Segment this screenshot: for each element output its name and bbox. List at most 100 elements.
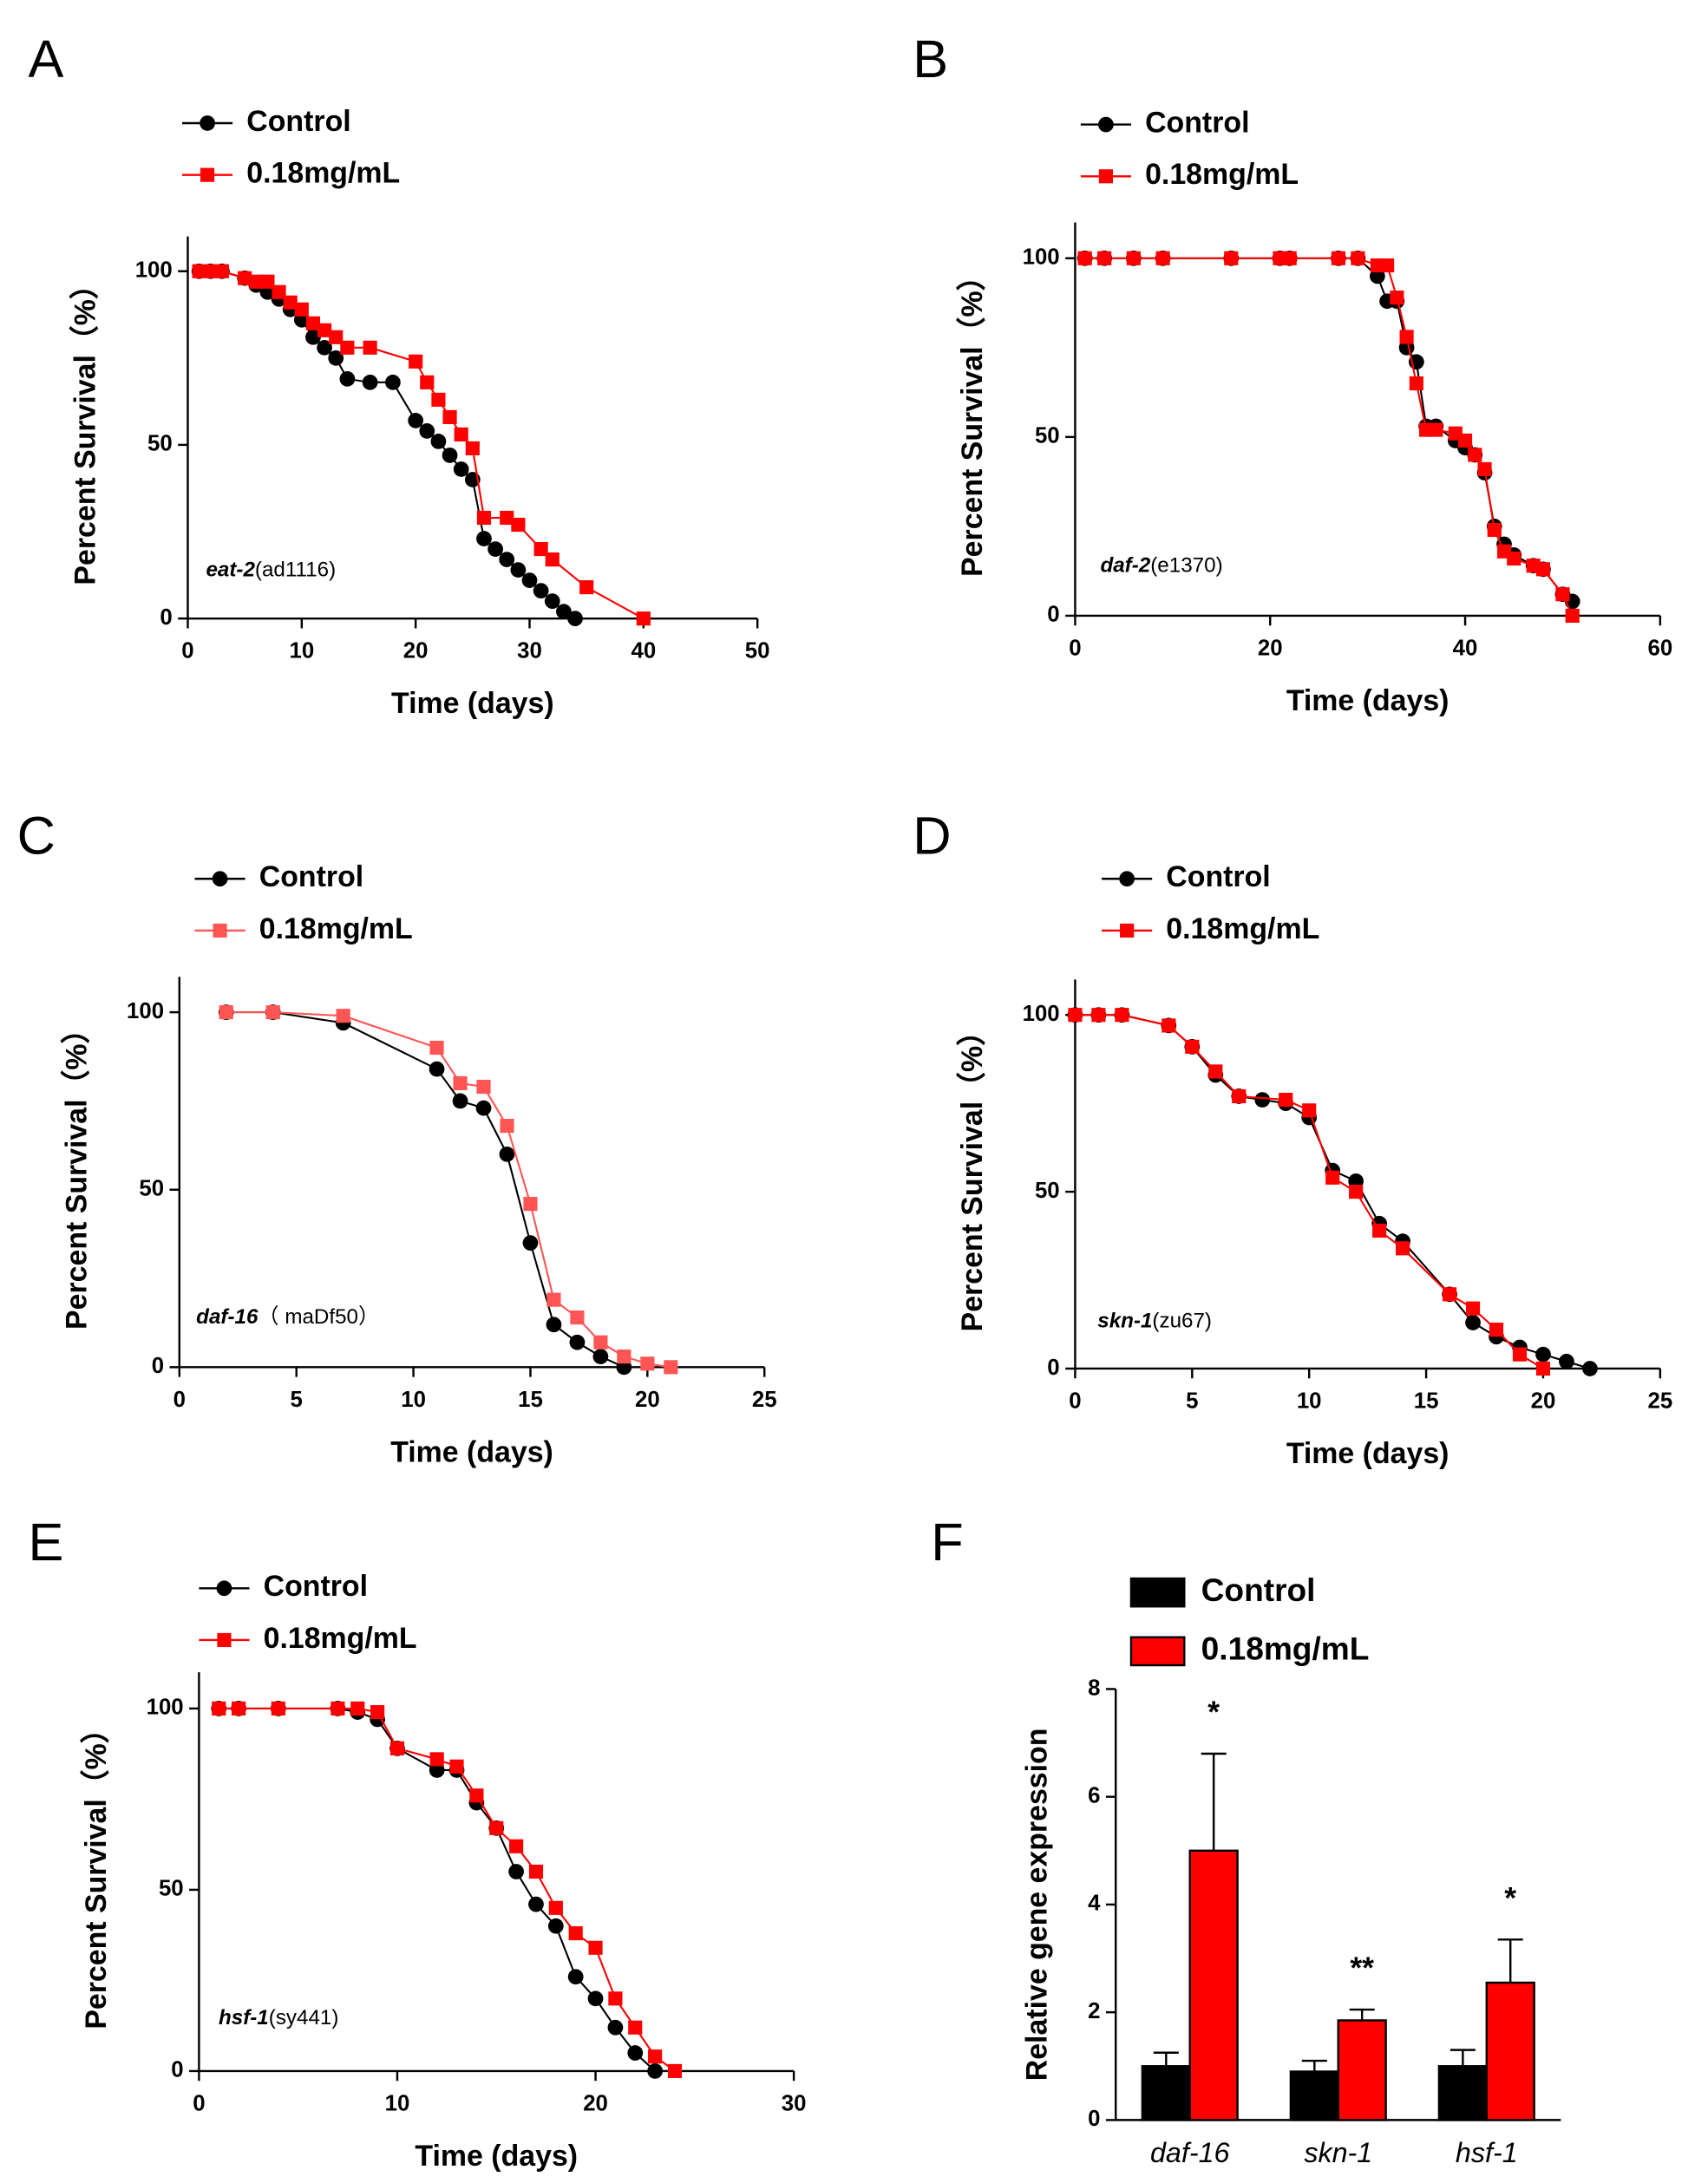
survival-point [1535, 1346, 1551, 1363]
survival-point [528, 1864, 544, 1879]
survival-point [509, 1839, 524, 1853]
x-tick-label: 25 [1648, 1389, 1673, 1414]
survival-point [429, 1762, 445, 1778]
x-tick-label: 15 [1414, 1389, 1439, 1414]
survival-point [533, 541, 548, 557]
x-tick-label: 40 [1453, 636, 1478, 660]
survival-point [1535, 1361, 1551, 1376]
y-axis-title: Percent Survival（%） [956, 262, 989, 577]
survival-point [569, 1334, 586, 1350]
survival-point [283, 295, 298, 310]
x-tick-label: daf-16 [1150, 2137, 1230, 2168]
y-tick-label: 0 [152, 1354, 164, 1378]
strain-label: skn-1(zu67) [1097, 1310, 1212, 1333]
survival-point [607, 2019, 624, 2036]
allele-name: （ maDf50） [258, 1305, 379, 1329]
survival-point [1477, 461, 1492, 477]
x-axis-title: Time (days) [1286, 1437, 1450, 1470]
survival-point [636, 611, 651, 626]
survival-point [475, 1100, 492, 1116]
legend-label: Control [264, 1570, 368, 1603]
survival-point [588, 1940, 603, 1955]
survival-point [272, 284, 286, 299]
x-tick-label: 20 [1531, 1389, 1556, 1414]
survival-point [429, 1040, 444, 1056]
survival-point [522, 1235, 539, 1251]
survival-point [570, 1310, 585, 1325]
y-tick-label: 8 [1088, 1676, 1100, 1700]
survival-point [1372, 1223, 1387, 1239]
x-tick-label: 20 [635, 1388, 660, 1412]
survival-point [523, 1197, 538, 1212]
survival-point [350, 1701, 365, 1716]
legend-label: 0.18mg/mL [259, 912, 413, 945]
x-tick-label: 60 [1648, 636, 1673, 660]
significance-mark: ** [1350, 1951, 1374, 1985]
survival-point [1582, 1361, 1598, 1376]
x-tick-label: 0 [1069, 1389, 1081, 1414]
significance-mark: * [1504, 1880, 1516, 1915]
legend-label: 0.18mg/mL [1201, 1631, 1370, 1667]
allele-name: (ad1116) [255, 559, 336, 582]
y-axis-title: Relative gene expression [1020, 1729, 1053, 2082]
legend-label: 0.18mg/mL [246, 157, 400, 190]
survival-point [1409, 376, 1423, 391]
y-tick-label: 50 [147, 432, 173, 456]
survival-point [528, 1896, 544, 1912]
survival-point [489, 1820, 504, 1835]
survival-point [370, 1705, 385, 1720]
survival-point [340, 340, 355, 355]
survival-point [1302, 1103, 1317, 1118]
legend-marker [200, 115, 215, 131]
survival-point [567, 611, 583, 627]
survival-point [592, 1349, 609, 1364]
survival-point [219, 1005, 233, 1020]
survival-point [1429, 422, 1443, 437]
survival-point [627, 2045, 644, 2061]
x-axis-title: Time (days) [1286, 684, 1450, 717]
legend-label: 0.18mg/mL [1166, 912, 1319, 945]
survival-point [317, 339, 332, 356]
legend-label: Control [259, 860, 363, 893]
survival-point [628, 2020, 643, 2035]
survival-point [1465, 1301, 1481, 1316]
survival-point [363, 340, 377, 355]
y-tick-label: 50 [1035, 424, 1060, 448]
legend-marker [1120, 923, 1135, 938]
allele-name: (zu67) [1152, 1310, 1212, 1333]
survival-point [533, 583, 549, 598]
x-tick-label: 30 [782, 2091, 807, 2115]
gene-name: daf-2 [1100, 554, 1150, 578]
legend-label: Control [246, 105, 350, 138]
survival-point [567, 1969, 584, 1985]
x-tick-label: hsf-1 [1456, 2137, 1518, 2168]
x-tick-label: 40 [631, 639, 656, 663]
gene-name: daf-16 [196, 1305, 258, 1329]
x-tick-label: 20 [403, 639, 429, 663]
significance-mark: * [1207, 1695, 1220, 1729]
x-tick-label: 20 [583, 2091, 608, 2115]
survival-point [1457, 433, 1473, 448]
x-tick-label: 0 [1069, 636, 1081, 660]
survival-point [1487, 522, 1502, 538]
survival-point [429, 1061, 445, 1077]
x-tick-label: 0 [181, 639, 193, 663]
survival-point [1555, 587, 1570, 602]
legend-marker [216, 1580, 232, 1597]
x-tick-label: 0 [173, 1388, 186, 1412]
y-axis-title: Percent Survival（%） [80, 1714, 113, 2029]
survival-point [1351, 251, 1365, 265]
survival-point [608, 1991, 623, 2006]
legend-label: Control [1145, 107, 1249, 140]
y-tick-label: 0 [160, 605, 172, 630]
survival-point [1126, 251, 1141, 265]
bar [1141, 2065, 1191, 2121]
y-tick-label: 0 [1088, 2107, 1100, 2131]
survival-point [305, 316, 321, 330]
survival-point [1331, 251, 1345, 265]
x-tick-label: 30 [517, 639, 542, 663]
survival-point [476, 1079, 491, 1095]
panel-label: D [913, 805, 951, 865]
survival-point [546, 1292, 561, 1307]
